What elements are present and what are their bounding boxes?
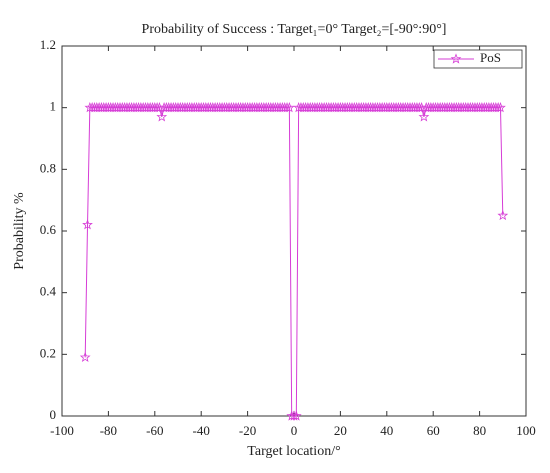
x-tick-label: -80 bbox=[100, 423, 117, 438]
y-tick-label: 1 bbox=[50, 99, 57, 114]
x-tick-label: 80 bbox=[473, 423, 486, 438]
x-tick-label: 100 bbox=[516, 423, 536, 438]
chart-title: Probability of Success : Target₁=0° Targ… bbox=[142, 22, 447, 37]
x-tick-label: -20 bbox=[239, 423, 256, 438]
y-tick-label: 0.8 bbox=[40, 160, 56, 175]
legend-marker bbox=[450, 53, 462, 64]
x-tick-label: 60 bbox=[427, 423, 440, 438]
y-tick-label: 0.2 bbox=[40, 345, 56, 360]
legend-label: PoS bbox=[480, 50, 501, 65]
y-tick-label: 0.6 bbox=[40, 222, 57, 237]
x-tick-label: -40 bbox=[193, 423, 210, 438]
series-marker bbox=[495, 102, 506, 113]
y-tick-label: 0.4 bbox=[40, 284, 57, 299]
series-marker bbox=[82, 219, 93, 230]
x-tick-label: -100 bbox=[50, 423, 74, 438]
series-marker bbox=[290, 410, 302, 421]
series-marker bbox=[283, 102, 295, 113]
plot-area bbox=[61, 45, 527, 417]
y-axis-label: Probability % bbox=[12, 192, 27, 270]
y-tick-label: 1.2 bbox=[40, 37, 56, 52]
x-tick-label: 0 bbox=[291, 423, 298, 438]
series-marker bbox=[156, 111, 168, 122]
x-tick-label: -60 bbox=[146, 423, 163, 438]
series-marker bbox=[418, 111, 430, 122]
y-tick-label: 0 bbox=[50, 407, 57, 422]
series-marker bbox=[497, 209, 509, 221]
x-axis-label: Target location/° bbox=[247, 444, 340, 459]
x-tick-label: 40 bbox=[380, 423, 393, 438]
x-tick-label: 20 bbox=[334, 423, 347, 438]
series-marker bbox=[79, 351, 91, 362]
